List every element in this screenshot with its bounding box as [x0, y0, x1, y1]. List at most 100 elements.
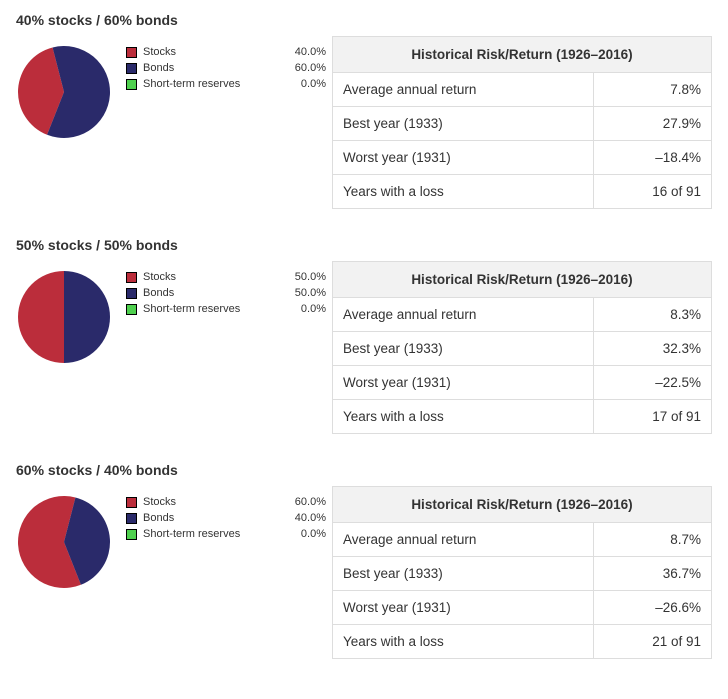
legend-value: 60.0% [276, 494, 326, 510]
stat-value: –18.4% [593, 141, 711, 175]
stat-value: 27.9% [593, 107, 711, 141]
stat-label: Years with a loss [333, 175, 594, 209]
portfolio-body: Stocks 60.0% Bonds 40.0% Short-term rese… [12, 486, 716, 659]
legend-value: 0.0% [276, 526, 326, 542]
table-row: Average annual return 8.3% [333, 298, 712, 332]
stat-label: Average annual return [333, 298, 594, 332]
stat-label: Years with a loss [333, 625, 594, 659]
portfolio-title: 60% stocks / 40% bonds [12, 462, 716, 478]
legend-label: Stocks [143, 494, 276, 510]
legend: Stocks 60.0% Bonds 40.0% Short-term rese… [126, 494, 326, 542]
legend-value: 40.0% [276, 44, 326, 60]
pie-chart [16, 494, 112, 590]
legend-row-bonds: Bonds 60.0% [126, 60, 326, 76]
legend-row-reserves: Short-term reserves 0.0% [126, 526, 326, 542]
legend-row-reserves: Short-term reserves 0.0% [126, 301, 326, 317]
portfolio-body: Stocks 50.0% Bonds 50.0% Short-term rese… [12, 261, 716, 434]
table-row: Years with a loss 16 of 91 [333, 175, 712, 209]
stat-label: Worst year (1931) [333, 366, 594, 400]
table-row: Worst year (1931) –22.5% [333, 366, 712, 400]
legend-value: 0.0% [276, 301, 326, 317]
stat-value: 7.8% [593, 73, 711, 107]
legend: Stocks 40.0% Bonds 60.0% Short-term rese… [126, 44, 326, 92]
legend-swatch-stocks [126, 497, 137, 508]
pie-chart [16, 269, 112, 365]
legend-value: 0.0% [276, 76, 326, 92]
legend-row-stocks: Stocks 50.0% [126, 269, 326, 285]
portfolio-body: Stocks 40.0% Bonds 60.0% Short-term rese… [12, 36, 716, 209]
stat-value: 16 of 91 [593, 175, 711, 209]
legend-swatch-bonds [126, 513, 137, 524]
stat-label: Worst year (1931) [333, 141, 594, 175]
stats-table: Historical Risk/Return (1926–2016) Avera… [332, 36, 712, 209]
table-row: Worst year (1931) –18.4% [333, 141, 712, 175]
table-header: Historical Risk/Return (1926–2016) [333, 262, 712, 298]
portfolio-section: 50% stocks / 50% bonds Stocks 50.0% Bond… [12, 237, 716, 434]
stat-value: 17 of 91 [593, 400, 711, 434]
portfolio-section: 40% stocks / 60% bonds Stocks 40.0% Bond… [12, 12, 716, 209]
chart-area: Stocks 50.0% Bonds 50.0% Short-term rese… [12, 261, 332, 365]
legend-swatch-bonds [126, 288, 137, 299]
legend-swatch-reserves [126, 304, 137, 315]
stat-label: Worst year (1931) [333, 591, 594, 625]
legend-label: Stocks [143, 44, 276, 60]
table-row: Average annual return 8.7% [333, 523, 712, 557]
pie-slice-stocks [18, 271, 64, 363]
legend-row-stocks: Stocks 60.0% [126, 494, 326, 510]
legend-swatch-reserves [126, 529, 137, 540]
portfolio-section: 60% stocks / 40% bonds Stocks 60.0% Bond… [12, 462, 716, 659]
table-header: Historical Risk/Return (1926–2016) [333, 37, 712, 73]
stat-label: Average annual return [333, 73, 594, 107]
pie-wrap [16, 44, 112, 140]
legend-row-bonds: Bonds 40.0% [126, 510, 326, 526]
legend-label: Short-term reserves [143, 526, 276, 542]
legend-swatch-bonds [126, 63, 137, 74]
stat-value: 8.7% [593, 523, 711, 557]
legend-value: 60.0% [276, 60, 326, 76]
legend-label: Bonds [143, 60, 276, 76]
stat-value: –22.5% [593, 366, 711, 400]
legend-swatch-reserves [126, 79, 137, 90]
table-row: Best year (1933) 32.3% [333, 332, 712, 366]
stat-value: 8.3% [593, 298, 711, 332]
pie-slice-bonds [64, 271, 110, 363]
pie-wrap [16, 494, 112, 590]
stat-value: –26.6% [593, 591, 711, 625]
table-row: Average annual return 7.8% [333, 73, 712, 107]
legend-label: Bonds [143, 510, 276, 526]
legend-label: Bonds [143, 285, 276, 301]
table-row: Years with a loss 21 of 91 [333, 625, 712, 659]
stat-value: 21 of 91 [593, 625, 711, 659]
table-row: Years with a loss 17 of 91 [333, 400, 712, 434]
legend-swatch-stocks [126, 47, 137, 58]
legend-value: 50.0% [276, 269, 326, 285]
legend-label: Short-term reserves [143, 76, 276, 92]
stats-table: Historical Risk/Return (1926–2016) Avera… [332, 486, 712, 659]
pie-wrap [16, 269, 112, 365]
table-row: Best year (1933) 36.7% [333, 557, 712, 591]
portfolio-title: 50% stocks / 50% bonds [12, 237, 716, 253]
table-row: Worst year (1931) –26.6% [333, 591, 712, 625]
portfolio-title: 40% stocks / 60% bonds [12, 12, 716, 28]
table-row: Best year (1933) 27.9% [333, 107, 712, 141]
stat-label: Best year (1933) [333, 557, 594, 591]
legend-row-reserves: Short-term reserves 0.0% [126, 76, 326, 92]
stat-label: Best year (1933) [333, 332, 594, 366]
stat-label: Average annual return [333, 523, 594, 557]
table-header: Historical Risk/Return (1926–2016) [333, 487, 712, 523]
stat-label: Best year (1933) [333, 107, 594, 141]
stat-label: Years with a loss [333, 400, 594, 434]
stat-value: 32.3% [593, 332, 711, 366]
chart-area: Stocks 40.0% Bonds 60.0% Short-term rese… [12, 36, 332, 140]
legend-label: Stocks [143, 269, 276, 285]
pie-chart [16, 44, 112, 140]
legend: Stocks 50.0% Bonds 50.0% Short-term rese… [126, 269, 326, 317]
legend-row-bonds: Bonds 50.0% [126, 285, 326, 301]
legend-value: 50.0% [276, 285, 326, 301]
legend-value: 40.0% [276, 510, 326, 526]
legend-swatch-stocks [126, 272, 137, 283]
chart-area: Stocks 60.0% Bonds 40.0% Short-term rese… [12, 486, 332, 590]
legend-label: Short-term reserves [143, 301, 276, 317]
stats-table: Historical Risk/Return (1926–2016) Avera… [332, 261, 712, 434]
legend-row-stocks: Stocks 40.0% [126, 44, 326, 60]
